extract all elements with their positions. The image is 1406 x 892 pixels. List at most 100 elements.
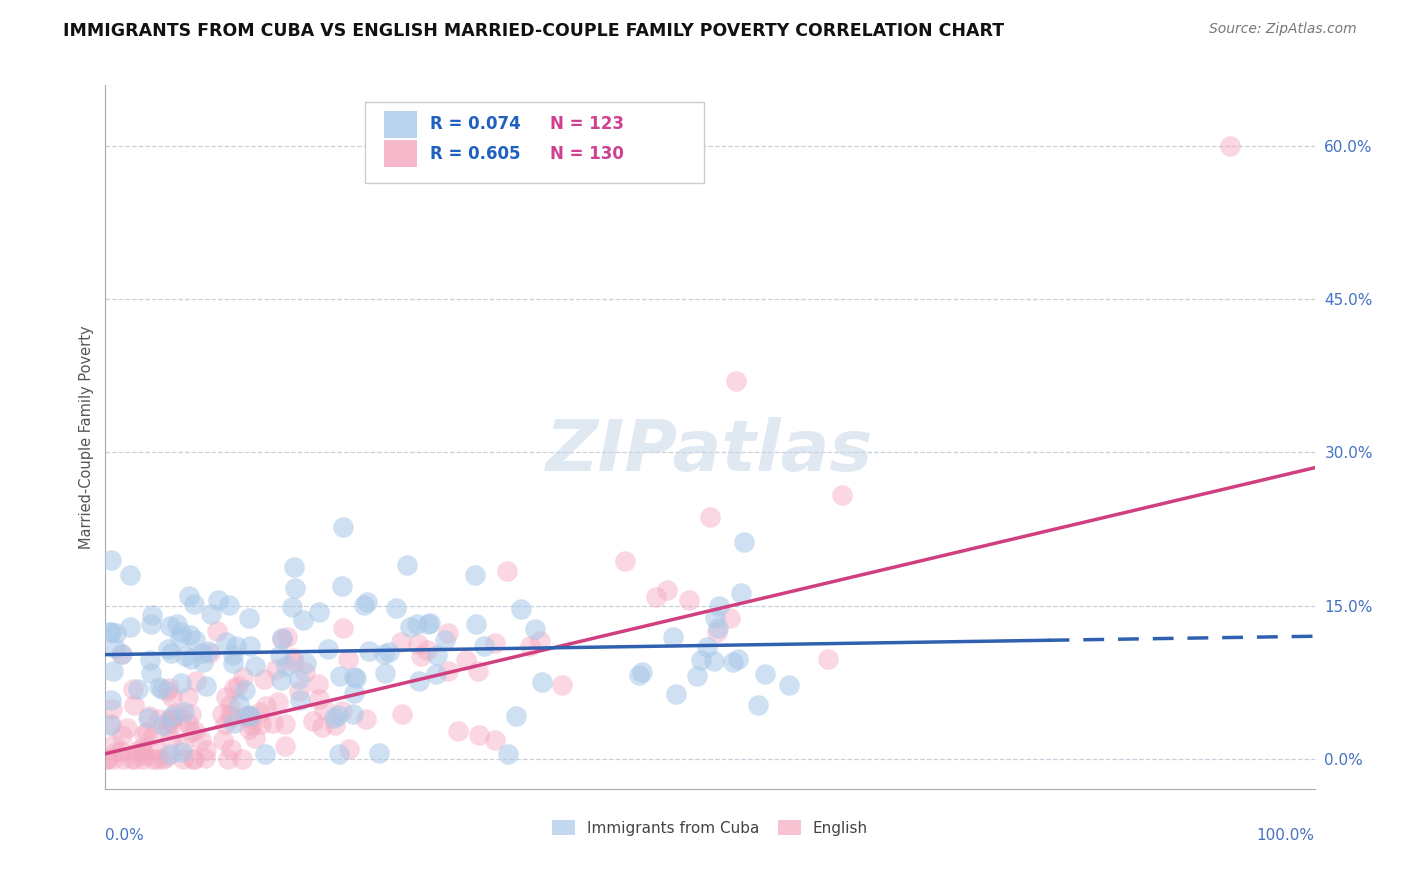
Point bbox=[706, 625, 728, 640]
Point bbox=[328, 747, 350, 761]
Point bbox=[177, 590, 200, 604]
Point bbox=[152, 752, 174, 766]
Point bbox=[281, 599, 304, 614]
Point bbox=[273, 739, 295, 753]
Point bbox=[157, 681, 180, 695]
Point bbox=[141, 616, 163, 631]
Point bbox=[177, 715, 200, 730]
Point bbox=[104, 640, 127, 655]
Point bbox=[166, 617, 188, 632]
Point bbox=[141, 608, 163, 623]
Point bbox=[145, 742, 167, 756]
Point bbox=[662, 630, 685, 644]
Point bbox=[100, 553, 122, 567]
Point bbox=[222, 656, 245, 670]
Point bbox=[274, 658, 297, 673]
Point bbox=[170, 675, 193, 690]
Point bbox=[699, 510, 721, 524]
Point bbox=[160, 646, 183, 660]
Point bbox=[374, 666, 396, 681]
Point bbox=[295, 656, 318, 670]
Point bbox=[724, 374, 747, 388]
Point bbox=[156, 684, 179, 698]
Point bbox=[274, 716, 297, 731]
Point bbox=[754, 667, 776, 681]
Point bbox=[215, 635, 238, 649]
Point bbox=[468, 728, 491, 742]
Point bbox=[232, 670, 254, 684]
Point bbox=[156, 720, 179, 734]
Point bbox=[733, 534, 755, 549]
Point bbox=[326, 708, 349, 723]
Point bbox=[267, 695, 290, 709]
Point bbox=[239, 639, 262, 653]
Point bbox=[778, 678, 800, 692]
Point bbox=[703, 654, 725, 668]
Point bbox=[281, 651, 304, 665]
Point bbox=[270, 673, 292, 688]
Point bbox=[207, 593, 229, 607]
Point bbox=[170, 709, 193, 723]
Point bbox=[160, 712, 183, 726]
Point bbox=[343, 670, 366, 684]
Point bbox=[180, 707, 202, 722]
Point bbox=[138, 653, 160, 667]
Point bbox=[425, 666, 447, 681]
Point bbox=[703, 611, 725, 625]
Point bbox=[254, 698, 277, 713]
Point bbox=[219, 742, 242, 756]
Point bbox=[172, 739, 194, 754]
Point bbox=[173, 706, 195, 720]
Point bbox=[426, 648, 449, 662]
Point bbox=[100, 702, 122, 716]
Point bbox=[368, 746, 391, 760]
Point bbox=[332, 519, 354, 533]
Point bbox=[96, 752, 118, 766]
Point bbox=[249, 705, 271, 719]
Point bbox=[194, 679, 217, 693]
Point bbox=[307, 676, 329, 690]
Point bbox=[294, 665, 316, 680]
Point bbox=[131, 744, 153, 758]
Point bbox=[253, 747, 276, 761]
Point bbox=[225, 639, 247, 653]
Point bbox=[454, 652, 477, 666]
Text: 100.0%: 100.0% bbox=[1257, 828, 1315, 843]
Point bbox=[125, 744, 148, 758]
Point bbox=[240, 717, 263, 731]
Point bbox=[747, 698, 769, 713]
Point bbox=[183, 752, 205, 766]
Point bbox=[337, 741, 360, 756]
Point bbox=[519, 639, 541, 653]
Point bbox=[283, 655, 305, 669]
Point bbox=[416, 617, 439, 632]
Point bbox=[193, 655, 215, 669]
Point bbox=[727, 652, 749, 666]
Point bbox=[186, 673, 208, 688]
Point bbox=[329, 668, 352, 682]
Point bbox=[111, 648, 134, 662]
Point bbox=[447, 724, 470, 739]
Point bbox=[330, 579, 353, 593]
Point bbox=[131, 741, 153, 756]
Text: ZIPatlas: ZIPatlas bbox=[547, 417, 873, 485]
Point bbox=[181, 752, 204, 766]
Point bbox=[198, 647, 221, 661]
Point bbox=[111, 752, 134, 766]
Point bbox=[730, 586, 752, 600]
Point bbox=[105, 745, 128, 759]
Point bbox=[205, 624, 228, 638]
Point bbox=[406, 637, 429, 651]
Point bbox=[214, 716, 236, 731]
Point bbox=[212, 733, 235, 747]
Point bbox=[160, 717, 183, 731]
Point bbox=[122, 682, 145, 697]
Point bbox=[111, 728, 134, 742]
Point bbox=[291, 613, 314, 627]
Point bbox=[100, 693, 122, 707]
Text: N = 123: N = 123 bbox=[550, 115, 624, 133]
Point bbox=[337, 651, 360, 665]
Point bbox=[332, 621, 354, 635]
Point bbox=[222, 681, 245, 695]
Point bbox=[238, 708, 260, 723]
